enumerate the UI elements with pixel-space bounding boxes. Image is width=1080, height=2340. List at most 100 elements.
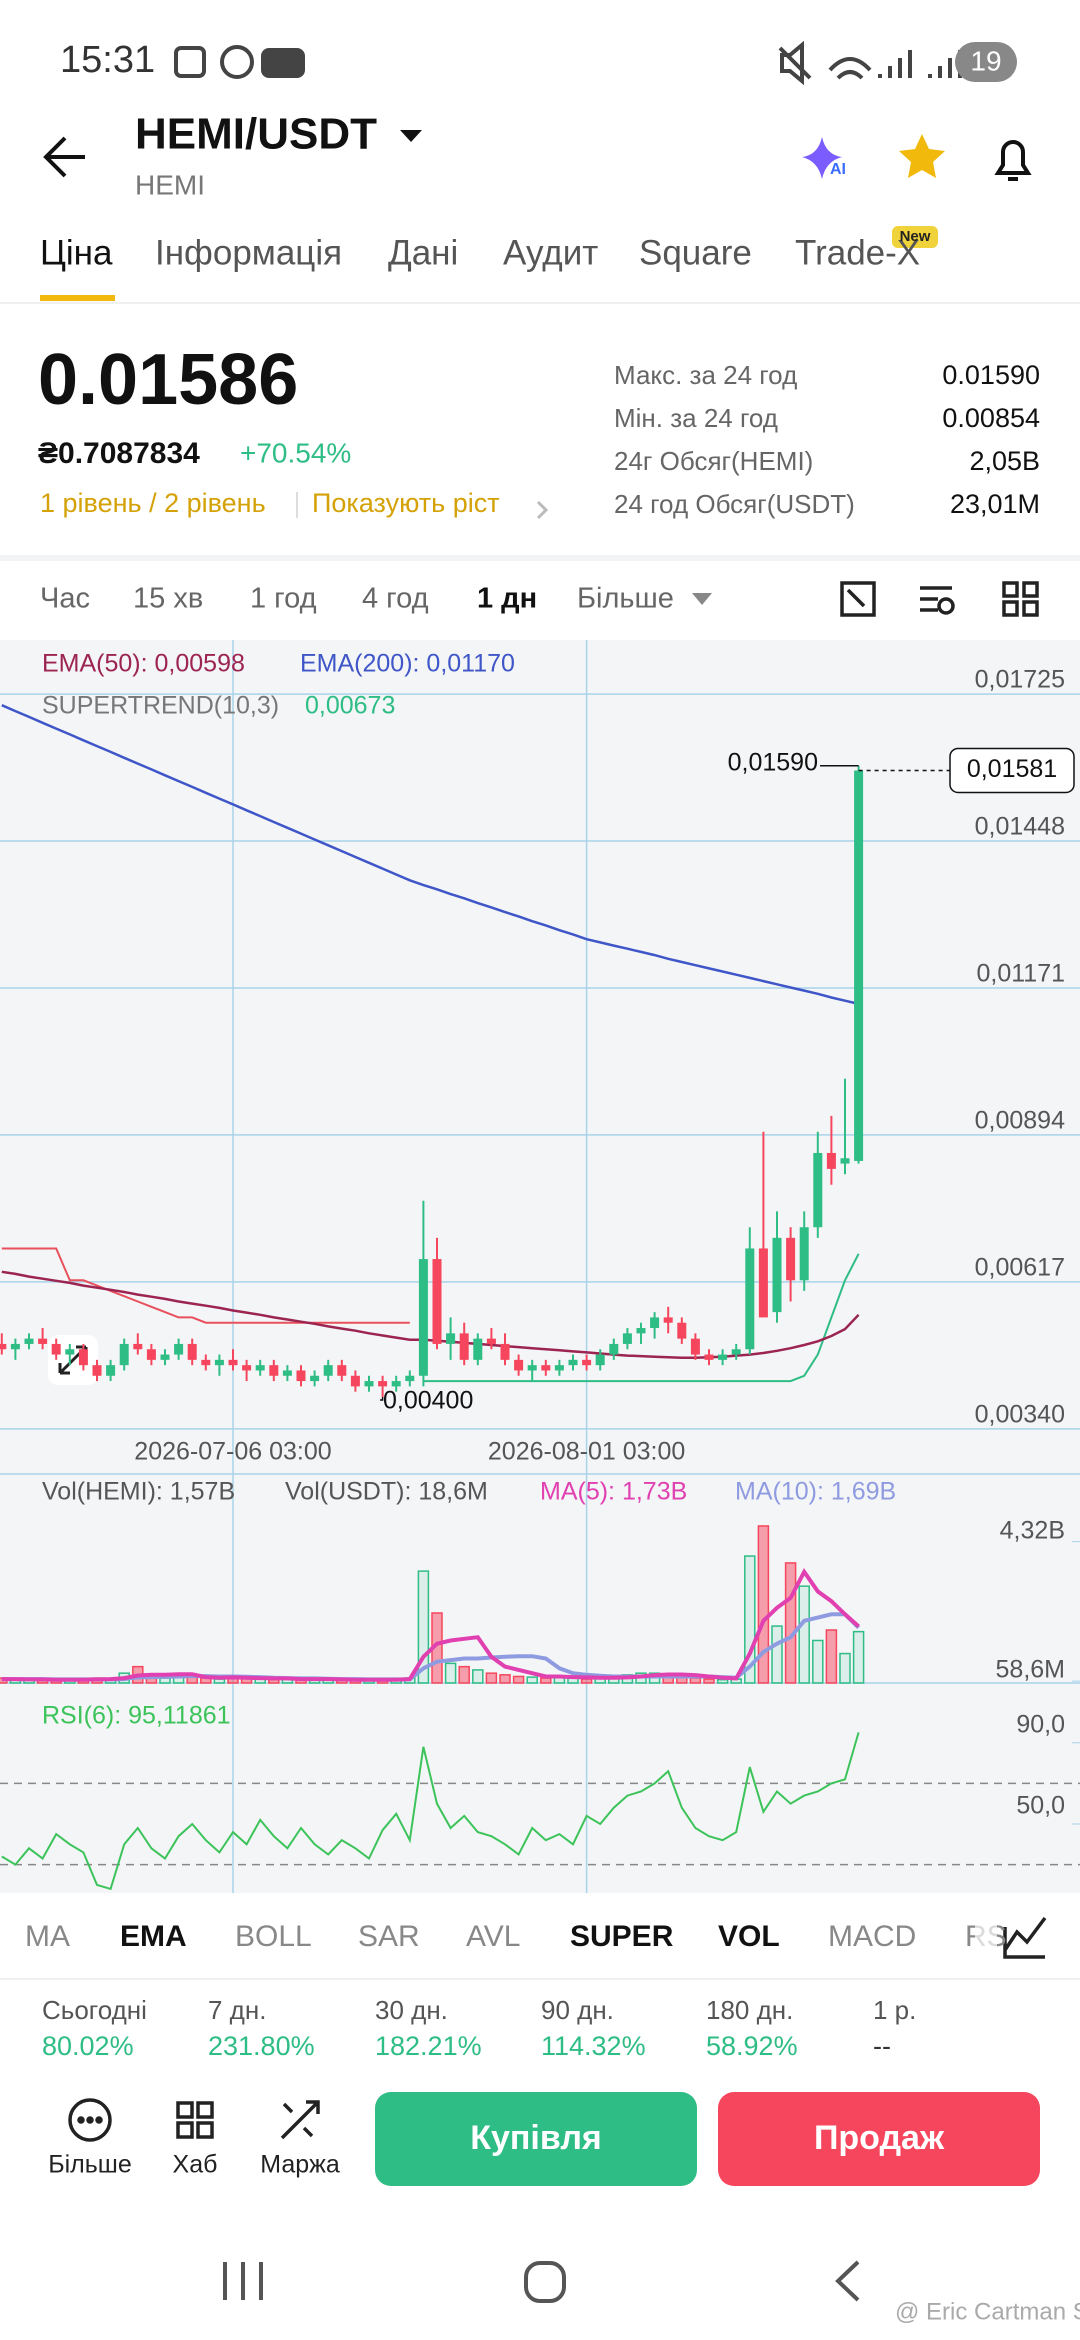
period-value: 80.02% <box>42 2031 134 2061</box>
candle-body <box>242 1365 252 1371</box>
pair-subtitle: HEMI <box>135 169 205 200</box>
volume-bar <box>512 1675 525 1684</box>
tab[interactable]: Ціна <box>40 233 113 272</box>
y-tick-label: 0,01725 <box>975 666 1065 694</box>
candle-body <box>119 1343 129 1366</box>
pair-dropdown[interactable] <box>400 130 422 142</box>
levels-link: 1 рівень / 2 рівень <box>40 488 266 518</box>
indicator-tab[interactable]: BOLL <box>235 1920 312 1953</box>
candle-body <box>92 1365 102 1376</box>
volume-bar <box>798 1585 810 1684</box>
sell-label: Продаж <box>814 2119 945 2157</box>
candle-body <box>78 1349 88 1366</box>
notification-count: 19 <box>970 45 1001 76</box>
volume-legend: Vol(HEMI): 1,57B <box>42 1478 235 1506</box>
buy-button[interactable] <box>375 2092 697 2186</box>
candle-body <box>323 1365 333 1376</box>
notification-badge <box>955 42 1017 82</box>
stat-label: Макс. за 24 год <box>614 360 797 390</box>
indicator-tab[interactable]: AVL <box>466 1920 520 1953</box>
candle-body <box>418 1259 428 1376</box>
tab[interactable]: Trade-X <box>795 233 920 272</box>
candle-body <box>514 1359 524 1371</box>
ema200-legend: EMA(200): 0,01170 <box>300 650 515 678</box>
volume-legend: MA(10): 1,69B <box>735 1478 896 1506</box>
candle-body <box>269 1365 279 1376</box>
tab[interactable]: Дані <box>388 233 458 272</box>
indicator-tab[interactable]: SUPER <box>570 1920 674 1953</box>
candle-body <box>38 1338 48 1344</box>
y-tick-label: 50,0 <box>1016 1792 1065 1820</box>
volume-bar <box>526 1676 538 1684</box>
period-value: 182.21% <box>375 2031 482 2061</box>
tab[interactable]: Square <box>639 233 752 272</box>
rsi-legend: RSI(6): 95,11861 <box>42 1702 231 1730</box>
buy-label: Купівля <box>470 2119 602 2157</box>
volume-legend: Vol(USDT): 18,6M <box>285 1478 488 1506</box>
indicator-tab[interactable]: VOL <box>718 1920 780 1953</box>
candle-body <box>772 1237 782 1313</box>
candle-body <box>582 1359 592 1366</box>
candle-body <box>337 1365 347 1376</box>
ema200-line <box>1 704 859 1006</box>
candle-body <box>432 1259 442 1344</box>
candle-body <box>228 1359 238 1366</box>
status-time: 15:31 <box>60 39 155 81</box>
indicator-tab[interactable]: MACD <box>828 1920 916 1953</box>
nav-bar[interactable] <box>223 2260 860 2303</box>
action-icons[interactable] <box>68 2098 320 2142</box>
period-value: -- <box>873 2031 891 2061</box>
indicator-tab[interactable]: SAR <box>358 1920 420 1953</box>
candle-body <box>813 1152 823 1228</box>
tab[interactable]: Аудит <box>503 233 598 272</box>
sell-button[interactable] <box>718 2092 1040 2186</box>
candle-body <box>704 1354 714 1360</box>
indicator-tab[interactable]: MA <box>25 1920 70 1953</box>
candle-body <box>446 1333 456 1344</box>
y-tick-label: 0,01171 <box>976 960 1065 988</box>
back-button[interactable] <box>43 136 85 178</box>
low-label: 0,00400 <box>383 1387 473 1415</box>
growth-tag: Показують ріст <box>312 488 500 518</box>
candle-body <box>133 1343 143 1350</box>
indicator-settings[interactable] <box>1003 1916 1047 1959</box>
favorite-button[interactable] <box>899 134 945 178</box>
timeframe[interactable]: 15 хв <box>133 583 203 615</box>
y-tick-label: 0,00617 <box>975 1253 1065 1281</box>
candle-body <box>758 1248 768 1318</box>
y-tick-label: 58,6M <box>996 1656 1065 1684</box>
chart-tools[interactable] <box>840 581 1039 617</box>
candle-body <box>650 1317 660 1329</box>
stat-value: 0.01590 <box>942 360 1040 390</box>
period-value: 231.80% <box>208 2031 315 2061</box>
ai-button[interactable]: AI <box>802 137 846 179</box>
new-badge <box>892 226 938 248</box>
candle-body <box>405 1375 415 1382</box>
action-label: Хаб <box>173 2151 218 2179</box>
candle-body <box>568 1359 578 1366</box>
timeframe[interactable]: 1 год <box>250 583 317 615</box>
indicator-tab[interactable]: EMA <box>120 1920 187 1953</box>
period-value: 114.32% <box>541 2031 646 2061</box>
alert-button[interactable] <box>994 140 1032 181</box>
timeframe[interactable]: Більше <box>577 583 674 615</box>
candle-body <box>745 1248 755 1350</box>
y-tick-label: 0,00340 <box>975 1400 1065 1428</box>
candle-body <box>160 1354 170 1360</box>
period-label: 7 дн. <box>208 1995 266 2025</box>
watermark: @ Eric Cartman SP <box>895 2298 1080 2325</box>
fade <box>975 1910 997 1966</box>
stat-value: 0.00854 <box>942 403 1040 433</box>
timeframe[interactable]: Час <box>40 583 90 615</box>
volume-bar <box>540 1677 552 1684</box>
status-icons <box>174 40 962 86</box>
timeframe[interactable]: 4 год <box>362 583 429 615</box>
tab[interactable]: Інформація <box>155 233 342 272</box>
chevron <box>536 500 549 520</box>
ai-text: AI <box>830 161 846 178</box>
tab-indicator <box>40 295 115 301</box>
volume-bar <box>485 1672 498 1684</box>
candle-body <box>364 1381 374 1387</box>
timeframe[interactable]: 1 дн <box>477 583 537 615</box>
